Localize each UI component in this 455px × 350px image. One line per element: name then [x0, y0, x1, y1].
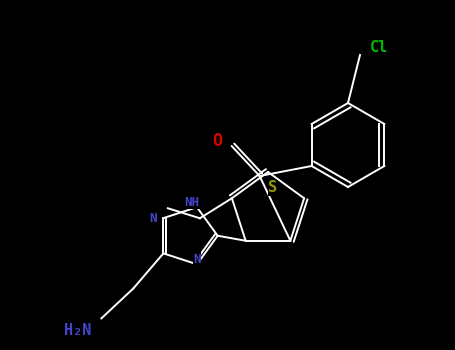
Text: NH: NH — [184, 196, 199, 209]
Text: H₂N: H₂N — [64, 323, 91, 338]
Text: Cl: Cl — [370, 40, 388, 55]
Text: O: O — [212, 132, 222, 150]
Text: S: S — [268, 181, 278, 196]
Text: N: N — [150, 212, 157, 225]
Text: N: N — [193, 253, 201, 266]
